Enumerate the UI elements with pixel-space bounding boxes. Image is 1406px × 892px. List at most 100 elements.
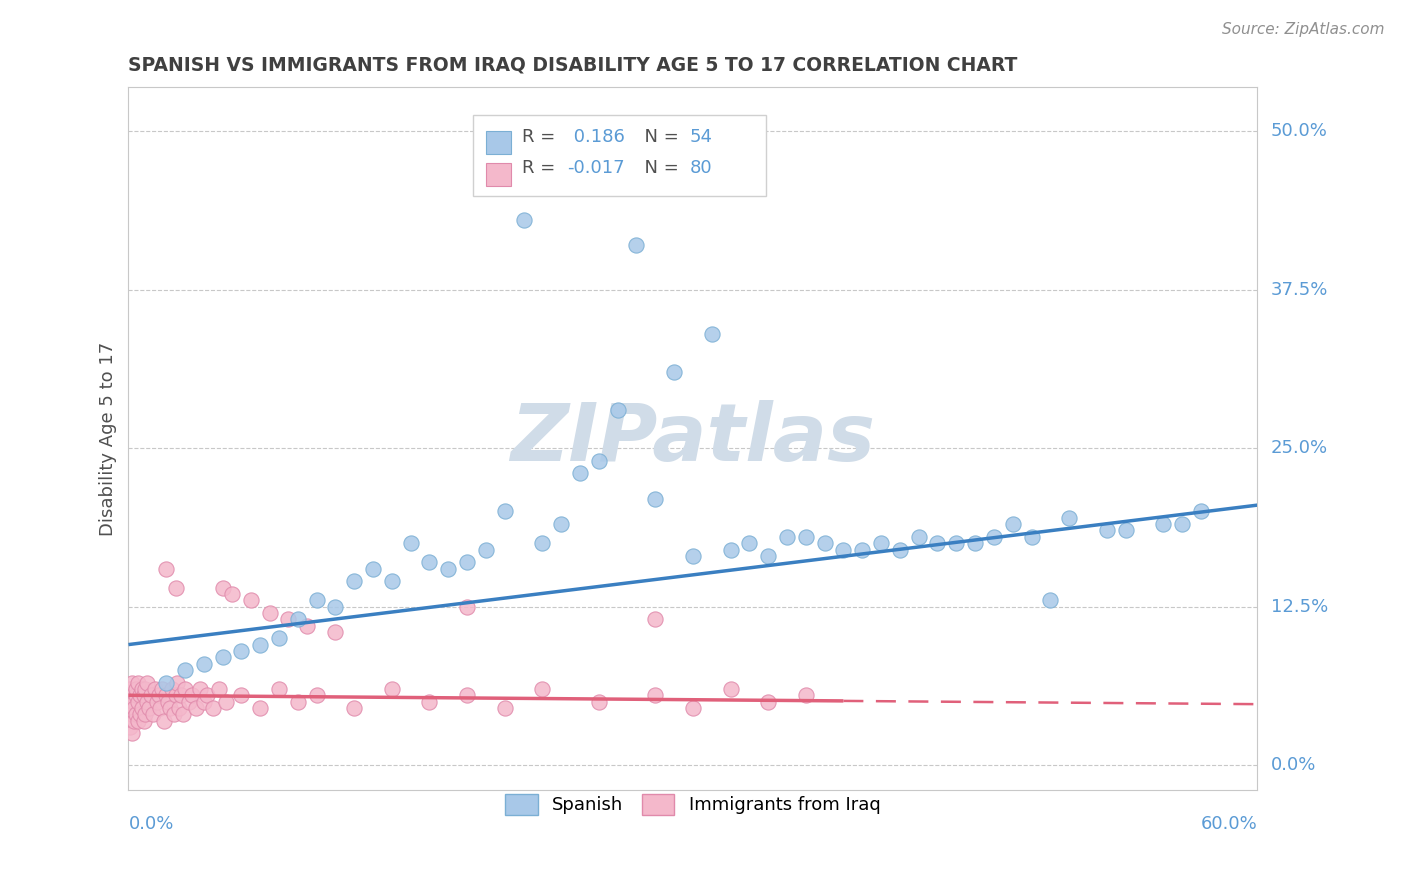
Point (494, 504, 516, 518)
Point (148, 688, 170, 702)
Point (437, 561, 460, 575)
Point (870, 536, 893, 550)
Point (494, 701, 516, 715)
Point (343, 701, 366, 715)
Point (231, 644, 253, 658)
Point (813, 536, 835, 550)
Text: 60.0%: 60.0% (1201, 815, 1257, 833)
Point (165, 581, 187, 595)
Point (1039, 593, 1062, 607)
Point (128, 707, 150, 722)
Point (132, 688, 155, 702)
Point (193, 695, 215, 709)
Point (120, 681, 142, 696)
Point (267, 681, 290, 696)
Point (174, 681, 197, 696)
Point (127, 714, 149, 728)
Point (305, 593, 328, 607)
Point (121, 707, 143, 722)
Text: 37.5%: 37.5% (1271, 281, 1329, 299)
Point (700, 326, 723, 341)
Point (889, 542, 911, 557)
Text: N =: N = (633, 160, 685, 178)
Point (927, 536, 949, 550)
Point (165, 688, 187, 702)
Point (738, 536, 761, 550)
Point (231, 688, 253, 702)
Point (418, 695, 440, 709)
Point (122, 714, 145, 728)
Point (945, 536, 967, 550)
Point (134, 681, 156, 696)
Point (177, 695, 200, 709)
Point (1001, 517, 1024, 532)
Point (122, 695, 145, 709)
Point (267, 632, 290, 646)
Point (215, 695, 238, 709)
FancyBboxPatch shape (472, 115, 766, 196)
Point (138, 701, 160, 715)
Point (531, 536, 554, 550)
Text: 12.5%: 12.5% (1271, 598, 1329, 615)
Point (143, 681, 166, 696)
Point (211, 581, 233, 595)
Text: 50.0%: 50.0% (1271, 122, 1327, 140)
Point (644, 612, 666, 626)
Point (188, 681, 211, 696)
Point (131, 701, 153, 715)
Point (644, 491, 666, 506)
Point (794, 530, 817, 544)
Point (644, 688, 666, 702)
Point (127, 675, 149, 690)
Point (259, 606, 281, 620)
Legend: Spanish, Immigrants from Iraq: Spanish, Immigrants from Iraq (496, 785, 890, 823)
Point (121, 726, 143, 740)
Point (907, 530, 929, 544)
Text: R =: R = (523, 160, 561, 178)
Point (166, 675, 188, 690)
Point (626, 238, 648, 252)
Point (983, 530, 1005, 544)
Point (531, 681, 554, 696)
Point (149, 701, 172, 715)
Point (606, 403, 628, 417)
Point (202, 701, 225, 715)
Point (399, 536, 422, 550)
FancyBboxPatch shape (486, 131, 512, 154)
Point (134, 707, 156, 722)
Point (1189, 504, 1212, 518)
Point (186, 701, 208, 715)
Point (512, 213, 534, 227)
Text: N =: N = (633, 128, 685, 145)
Point (475, 542, 498, 557)
Point (145, 695, 167, 709)
Text: 25.0%: 25.0% (1271, 439, 1327, 457)
Text: Source: ZipAtlas.com: Source: ZipAtlas.com (1222, 22, 1385, 37)
Point (153, 714, 176, 728)
Point (1171, 517, 1194, 532)
Point (125, 681, 148, 696)
Point (569, 467, 592, 481)
Point (965, 536, 987, 550)
Point (170, 688, 193, 702)
Point (239, 593, 262, 607)
Point (832, 542, 855, 557)
Point (456, 555, 478, 569)
Text: 0.0%: 0.0% (128, 815, 174, 833)
Point (287, 695, 309, 709)
Point (155, 561, 177, 575)
Text: 0.0%: 0.0% (1271, 756, 1316, 774)
Point (120, 720, 142, 734)
Point (174, 663, 197, 677)
Point (662, 365, 685, 379)
Point (418, 555, 440, 569)
Point (136, 695, 159, 709)
Point (211, 650, 233, 665)
Text: 0.186: 0.186 (568, 128, 624, 145)
Point (1095, 524, 1118, 538)
Point (343, 574, 366, 589)
Point (120, 695, 142, 709)
Point (131, 681, 153, 696)
Point (139, 688, 162, 702)
Point (287, 612, 309, 626)
